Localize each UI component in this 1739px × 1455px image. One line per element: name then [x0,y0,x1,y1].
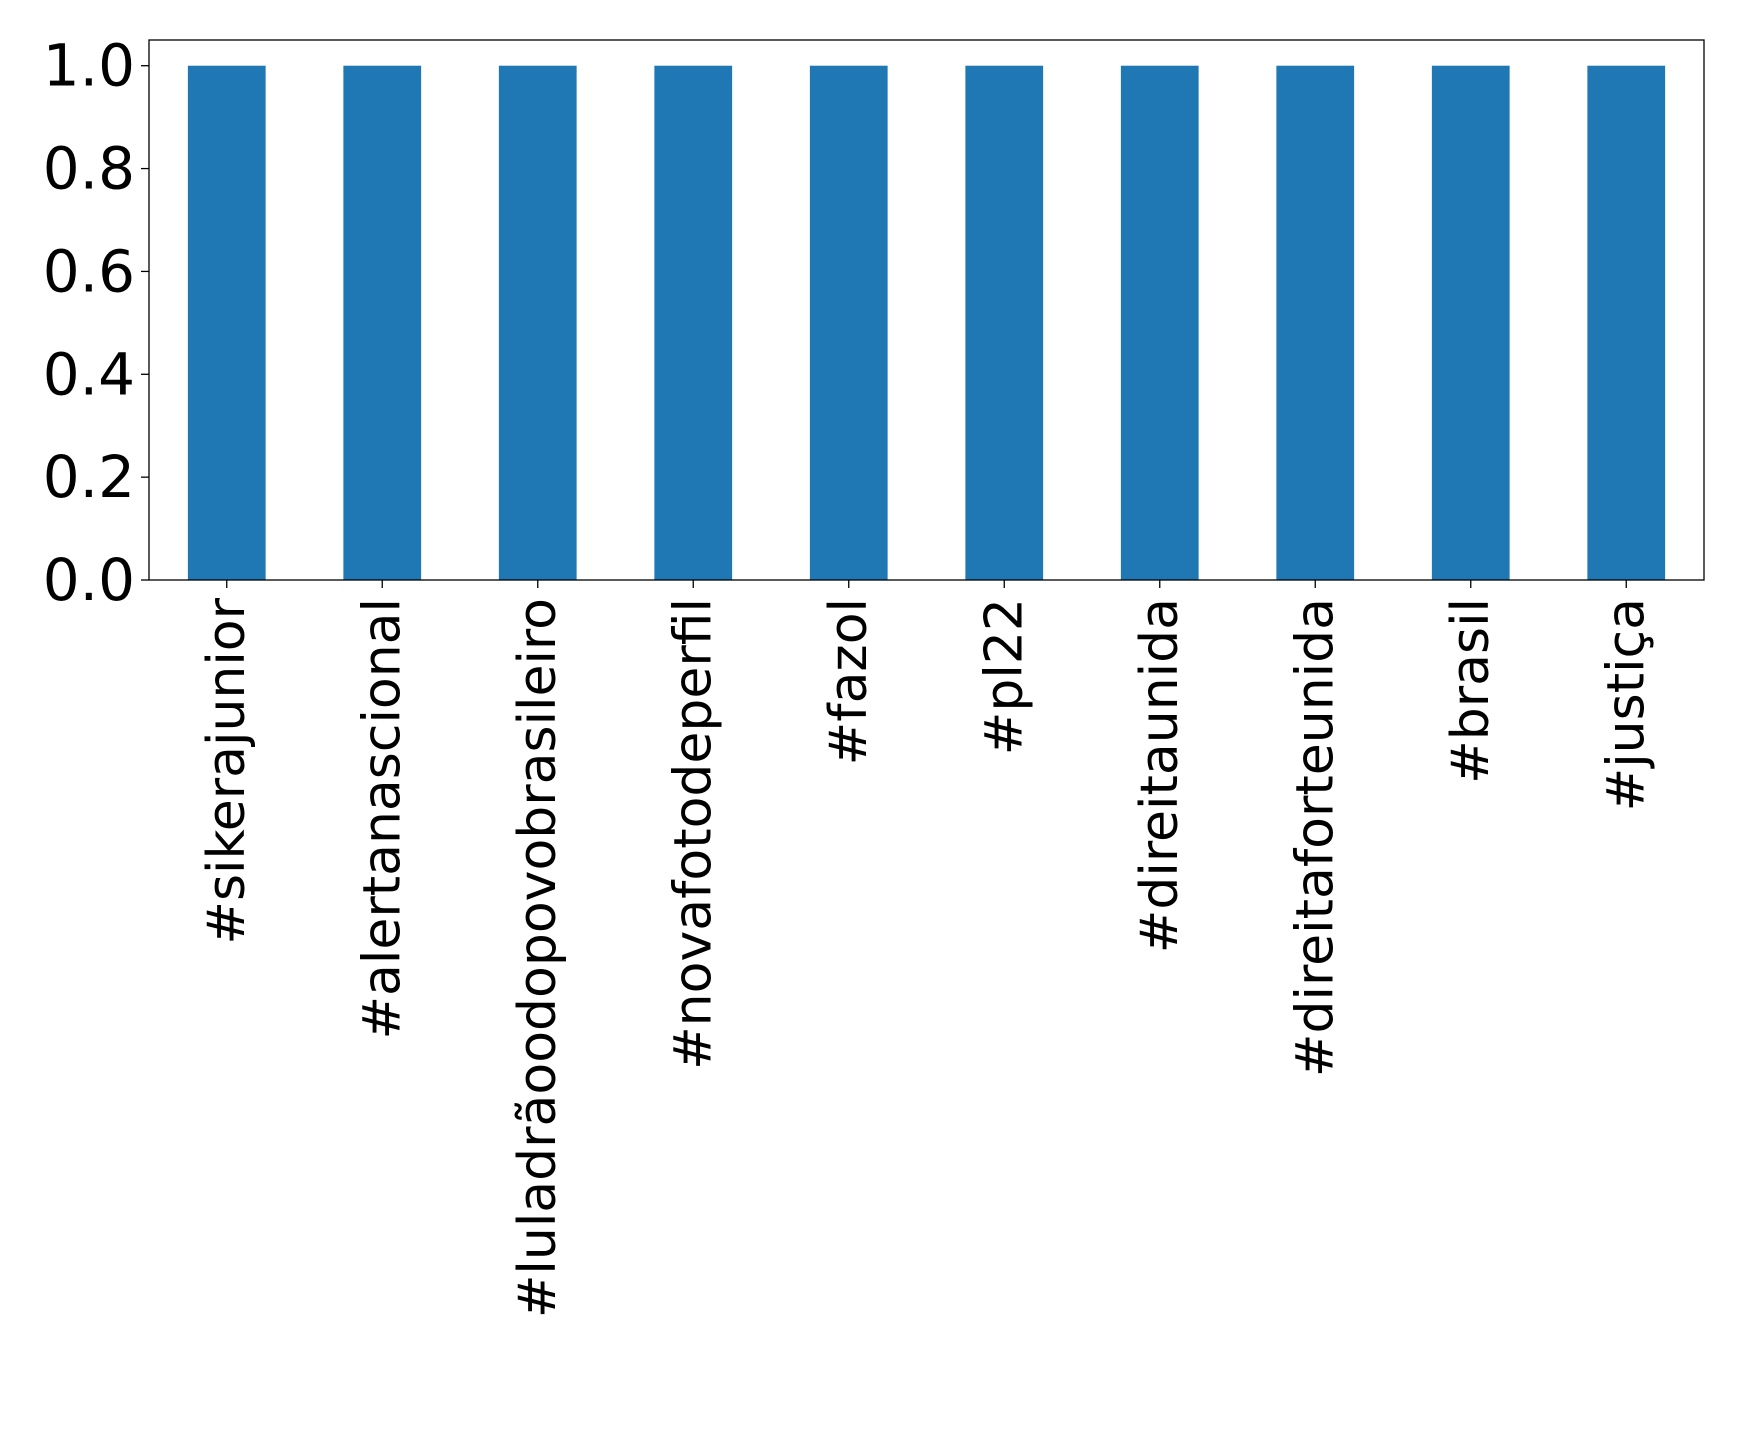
x-tick-label: #direitaunida [1130,598,1190,953]
bar [1431,65,1510,580]
x-tick-label: #novafotodeperfil [663,598,723,1070]
x-tick-label: #alertanascional [352,598,412,1040]
y-tick-label: 0.8 [43,135,135,203]
x-axis: #sikerajunior #alertanascional #luladrãood… [197,580,1656,1318]
bar [187,65,266,580]
x-tick-label: #direitaforteunida [1285,598,1345,1077]
y-tick-label: 1.0 [43,32,135,100]
x-tick-label: #sikerajunior [197,597,257,944]
bar [343,65,422,580]
x-tick-label: #pl22 [974,598,1034,755]
y-tick-label: 0.6 [43,237,135,305]
x-tick-label: #fazol [819,598,879,765]
y-tick-label: 0.0 [43,546,135,614]
y-axis: 0.0 0.2 0.4 0.6 0.8 1.0 [43,32,149,614]
plot-area-frame [148,39,1705,581]
bar [498,65,577,580]
x-tick-label: #justiça [1596,598,1656,811]
bar [1120,65,1199,580]
bar [1276,65,1355,580]
bar [1587,65,1666,580]
y-tick-label: 0.2 [43,443,135,511]
x-tick-label: #brasil [1441,598,1501,784]
y-tick-label: 0.4 [43,340,135,408]
bars-layer [187,65,1666,580]
bar [654,65,733,580]
bar [809,65,888,580]
x-tick-label: #luladrãoodopovobrasileiro [508,598,568,1318]
bar [965,65,1044,580]
